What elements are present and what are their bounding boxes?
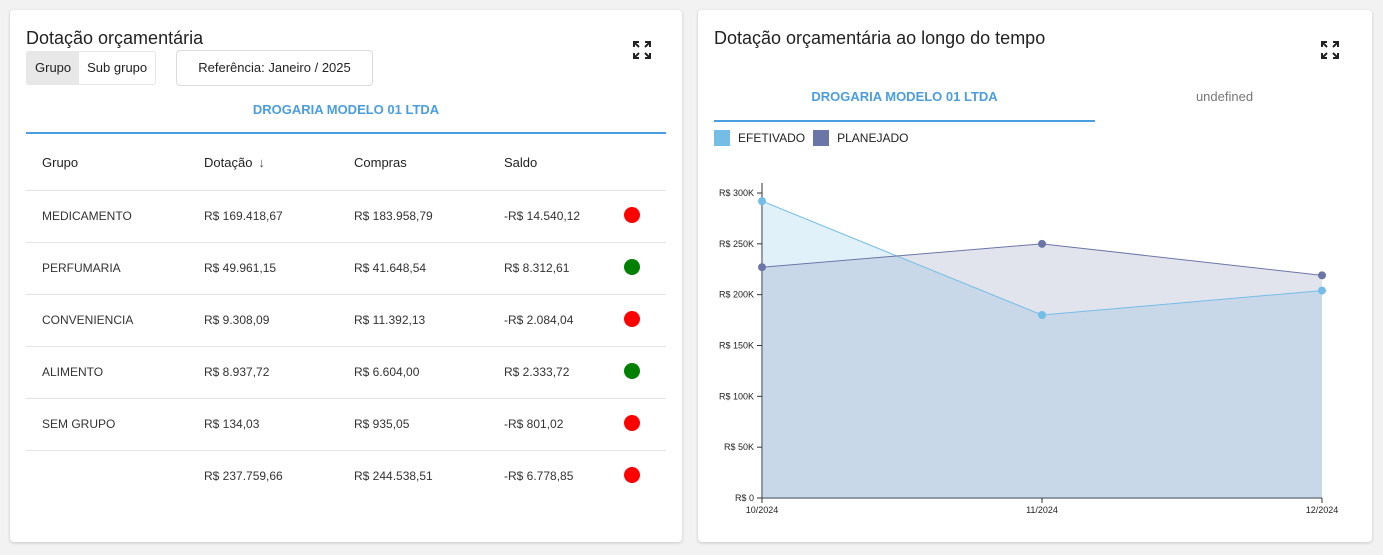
header-dotacao[interactable]: Dotação ↓ [188,136,338,191]
data-point-planejado [1318,271,1326,280]
tab-drogaria[interactable]: DROGARIA MODELO 01 LTDA [714,88,1095,122]
cell-dotacao: R$ 8.937,72 [188,346,338,399]
allocation-table: Grupo Dotação ↓ Compras Saldo MEDICAMENTO… [26,136,666,502]
cell-grupo [26,450,188,502]
header-saldo[interactable]: Saldo [488,136,608,191]
y-tick-label: R$ 150K [719,341,754,351]
status-dot-icon [624,258,640,275]
cell-compras: R$ 6.604,00 [338,346,488,399]
table-row: SEM GRUPO R$ 134,03 R$ 935,05 -R$ 801,02 [26,398,666,451]
reference-button[interactable]: Referência: Janeiro / 2025 [176,50,373,86]
y-tick-label: R$ 0 [735,493,754,503]
card-title: Dotação orçamentária [26,28,204,48]
cell-compras: R$ 41.648,54 [338,242,488,295]
status-dot-icon [624,466,640,483]
cell-compras: R$ 11.392,13 [338,294,488,347]
cell-dotacao: R$ 9.308,09 [188,294,338,347]
cell-compras: R$ 183.958,79 [338,190,488,243]
data-point-planejado [1038,239,1046,248]
tab-drogaria[interactable]: DROGARIA MODELO 01 LTDA [26,100,666,134]
cell-saldo: -R$ 2.084,04 [488,294,608,347]
tab-undefined[interactable]: undefined [1195,89,1254,104]
budget-over-time-card: Dotação orçamentária ao longo do tempo D… [698,10,1372,542]
table-row: ALIMENTO R$ 8.937,72 R$ 6.604,00 R$ 2.333,7… [26,346,666,399]
legend-item-efetivado[interactable]: EFETIVADO [714,130,805,146]
cell-saldo: -R$ 6.778,85 [504,469,574,484]
store-tabs: DROGARIA MODELO 01 LTDA undefined [714,88,1354,122]
group-toggle: Grupo Sub grupo [26,51,157,85]
legend-swatch [813,130,830,146]
status-dot-icon [624,362,640,379]
x-tick-label: 12/2024 [1306,505,1339,515]
legend-label: EFETIVADO [738,131,806,145]
arrow-down-icon[interactable]: ↓ [258,155,265,171]
cell-saldo: -R$ 14.540,12 [488,190,608,243]
budget-allocation-card: Dotação orçamentária Grupo Sub grupo Ref… [10,10,682,542]
legend-item-planejado[interactable]: PLANEJADO [813,130,908,146]
area-chart: R$ 0 R$ 50K R$ 100K R$ 150K R$ 200K R$ 250K R$… [719,183,1339,515]
cell-dotacao: R$ 134,03 [188,398,338,451]
chart-legend: EFETIVADO PLANEJADO [714,130,916,146]
toggle-grupo[interactable]: Grupo [27,52,80,84]
data-point-efetivado [758,197,766,206]
table-row: CONVENIENCIA R$ 9.308,09 R$ 11.392,13 -R$ 2… [26,294,666,347]
cell-grupo: CONVENIENCIA [26,294,188,347]
status-cell [608,294,666,347]
status-dot-icon [624,310,640,327]
table-row: MEDICAMENTO R$ 169.418,67 R$ 183.958,79 -R$… [26,190,666,243]
cell-saldo: -R$ 801,02 [488,398,608,451]
y-tick-label: R$ 200K [719,290,754,300]
series-area-efetivado [762,201,1322,498]
cell-dotacao: R$ 169.418,67 [188,190,338,243]
cell-grupo: ALIMENTO [26,346,188,399]
table-total-row: R$ 237.759,66 R$ 244.538,51 -R$ 6.778,85 [26,450,666,502]
cell-compras: R$ 935,05 [338,398,488,451]
expand-icon[interactable] [632,40,652,60]
header-status [608,136,666,191]
status-cell [608,242,666,295]
header-compras[interactable]: Compras [338,136,488,191]
status-cell [608,450,666,502]
x-tick-label: 10/2024 [746,505,779,515]
status-cell [608,398,666,451]
header-grupo[interactable]: Grupo [26,136,188,191]
status-dot-icon [624,206,640,223]
table-row: PERFUMARIA R$ 49.961,15 R$ 41.648,54 R$ 8.3… [26,242,666,295]
x-tick-label: 11/2024 [1026,505,1058,515]
cell-dotacao: R$ 49.961,15 [188,242,338,295]
status-cell [608,346,666,399]
card-title: Dotação orçamentária ao longo do tempo [714,28,1046,48]
cell-compras: R$ 244.538,51 [354,469,433,484]
toggle-sub-grupo[interactable]: Sub grupo [87,60,148,75]
y-tick-label: R$ 250K [719,239,754,249]
y-tick-label: R$ 100K [719,391,754,401]
legend-swatch [714,130,730,146]
series-area-planejado [762,243,1322,498]
expand-icon[interactable] [1320,40,1340,60]
cell-saldo: R$ 2.333,72 [488,346,608,399]
cell-grupo: MEDICAMENTO [26,190,188,243]
data-point-planejado [758,263,766,272]
cell-dotacao: R$ 237.759,66 [204,469,283,484]
cell-grupo: SEM GRUPO [26,398,188,451]
legend-label: PLANEJADO [837,131,909,145]
status-cell [608,190,666,243]
cell-grupo: PERFUMARIA [26,242,188,295]
data-point-efetivado [1318,286,1326,295]
data-point-efetivado [1038,311,1046,319]
y-tick-label: R$ 300K [719,188,754,198]
y-tick-label: R$ 50K [724,442,754,452]
cell-saldo: R$ 8.312,61 [488,242,608,295]
status-dot-icon [624,414,640,431]
